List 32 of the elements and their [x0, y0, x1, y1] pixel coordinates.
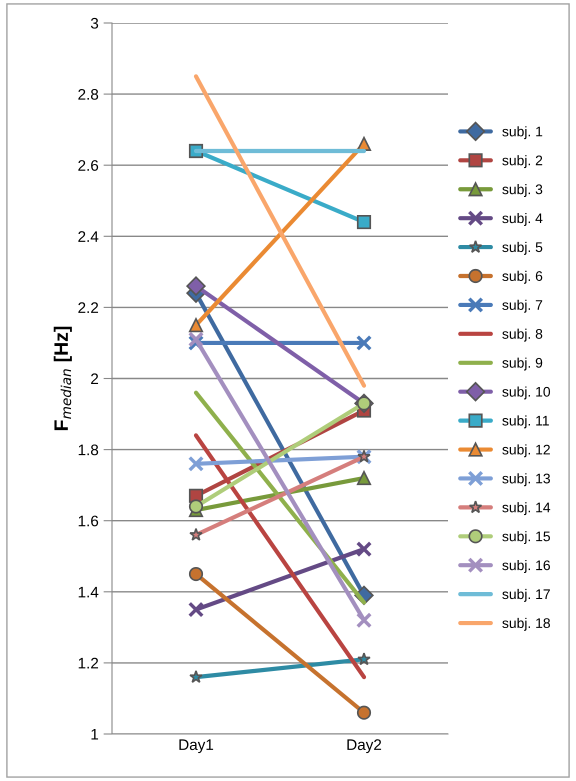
legend-label: subj. 9	[502, 358, 542, 371]
legend-label: subj. 15	[502, 531, 550, 544]
legend-label: subj. 4	[502, 212, 542, 226]
legend-label: subj. 6	[502, 270, 542, 284]
legend-label: subj. 17	[502, 588, 550, 602]
legend-label: subj. 1	[502, 126, 542, 140]
y-tick-label: 3	[90, 18, 98, 29]
legend-label: subj. 18	[502, 618, 550, 631]
legend-label: subj. 2	[502, 155, 542, 168]
legend-label: subj. 12	[502, 444, 550, 458]
y-tick-label: 2.4	[78, 231, 98, 242]
y-tick-label: 1	[91, 729, 98, 740]
y-tick-label: 1.4	[78, 586, 98, 598]
legend-label: subj. 7	[502, 300, 542, 313]
y-tick-label: 1.6	[78, 516, 98, 526]
legend-label: subj. 10	[502, 386, 550, 400]
legend-label: subj. 13	[502, 473, 550, 486]
y-tick-label: 1.2	[78, 658, 98, 668]
legend-label: subj. 14	[502, 502, 550, 516]
x-tick-label: Day2	[347, 739, 382, 754]
legend-label: subj. 3	[502, 184, 542, 197]
legend-label: subj. 11	[502, 415, 549, 428]
y-tick-label: 2.2	[78, 302, 98, 313]
y-axis-title: F$_{median}$ [Hz]	[54, 326, 72, 430]
x-tick-label: Day1	[179, 739, 214, 754]
legend-label: subj. 8	[502, 328, 542, 342]
y-tick-label: 2.8	[78, 88, 98, 100]
legend-label: subj. 5	[502, 242, 542, 255]
y-tick-label: 1.8	[78, 444, 98, 456]
y-tick-label: 2.6	[78, 160, 98, 171]
legend-label: subj. 16	[502, 560, 550, 573]
y-tick-label: 2	[91, 373, 98, 384]
